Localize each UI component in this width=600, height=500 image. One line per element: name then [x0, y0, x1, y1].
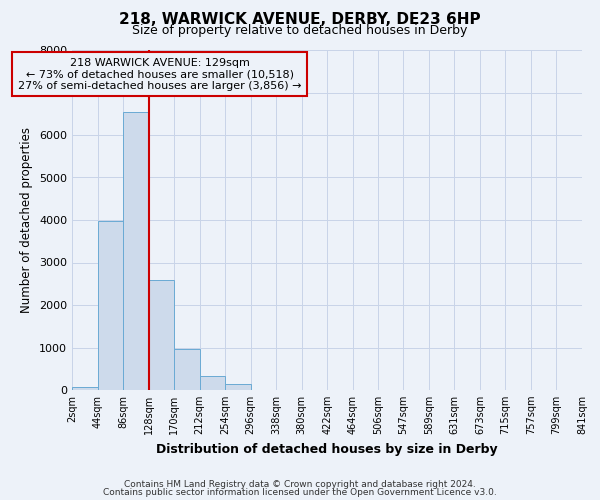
Text: 218 WARWICK AVENUE: 129sqm
← 73% of detached houses are smaller (10,518)
27% of : 218 WARWICK AVENUE: 129sqm ← 73% of deta…	[18, 58, 301, 91]
Y-axis label: Number of detached properties: Number of detached properties	[20, 127, 34, 313]
Text: Contains HM Land Registry data © Crown copyright and database right 2024.: Contains HM Land Registry data © Crown c…	[124, 480, 476, 489]
Bar	[200, 376, 225, 390]
Bar	[149, 280, 174, 390]
Text: Size of property relative to detached houses in Derby: Size of property relative to detached ho…	[133, 24, 467, 37]
Bar	[72, 388, 98, 390]
X-axis label: Distribution of detached houses by size in Derby: Distribution of detached houses by size …	[156, 442, 498, 456]
Bar	[123, 112, 149, 390]
Text: 218, WARWICK AVENUE, DERBY, DE23 6HP: 218, WARWICK AVENUE, DERBY, DE23 6HP	[119, 12, 481, 28]
Bar	[225, 384, 251, 390]
Bar	[174, 349, 200, 390]
Bar	[98, 221, 123, 390]
Text: Contains public sector information licensed under the Open Government Licence v3: Contains public sector information licen…	[103, 488, 497, 497]
